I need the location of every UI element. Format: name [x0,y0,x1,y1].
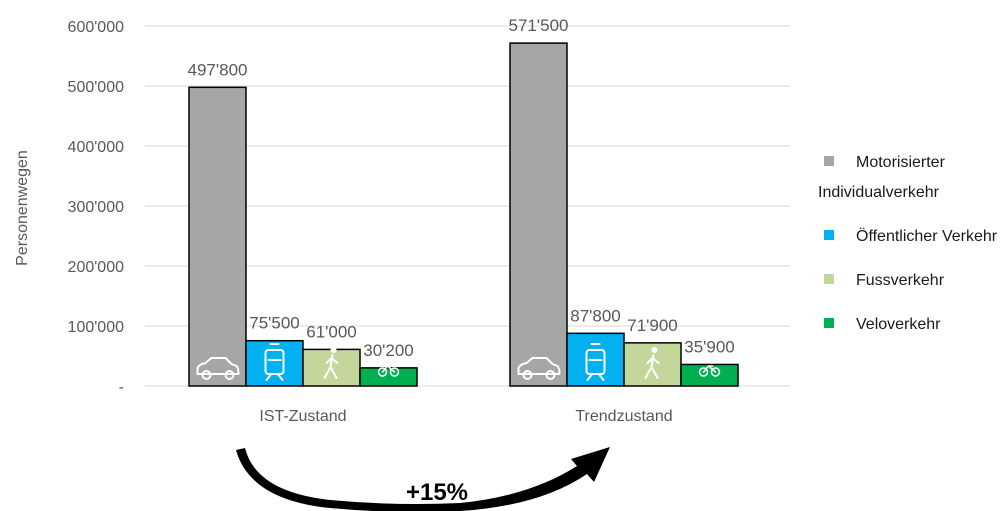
data-label: 571'500 [509,16,569,35]
y-tick-label: 400'000 [68,139,125,156]
y-tick-label: 100'000 [68,319,125,336]
y-tick-label: 300'000 [68,199,125,216]
growth-label: +15% [406,479,468,506]
data-label: 61'000 [306,322,357,341]
growth-annotation: +15% [236,447,610,511]
legend-item: Öffentlicher Verkehr [818,222,1003,252]
y-tick-label: - [119,379,124,396]
legend-swatch [824,156,834,166]
bar [359,367,418,387]
data-label: 497'800 [188,60,248,79]
legend-label: Veloverkehr [856,316,941,333]
curved-arrow-icon [236,447,610,511]
car-icon [196,357,240,380]
legend-label: Motorisierter Individualverkehr [818,154,945,201]
data-label: 35'900 [684,337,735,356]
tram-icon [585,343,606,381]
legend-label: Fussverkehr [856,272,945,289]
legend: Motorisierter Individualverkehr Öffentlic… [818,148,1003,354]
pedestrian-icon [323,347,339,379]
y-axis-ticks: - 100'000 200'000 300'000 400'000 500'000 600'… [68,19,125,396]
x-category-label: IST-Zustand [259,408,346,425]
y-axis-label: Personenwegen [14,150,31,266]
y-tick-label: 500'000 [68,79,125,96]
x-category-label: Trendzustand [575,408,672,425]
bar [188,86,247,387]
y-tick-label: 600'000 [68,19,125,36]
pedestrian-icon [644,347,660,379]
tram-icon [264,343,285,381]
bar [509,42,568,387]
x-axis-categories: IST-Zustand Trendzustand [259,408,672,425]
bar [680,363,739,387]
legend-item: Motorisierter Individualverkehr [818,148,1003,208]
bicycle-icon [377,362,400,377]
grid-lines [145,25,790,387]
car-icon [517,357,561,380]
legend-swatch [824,230,834,240]
legend-item: Fussverkehr [818,266,1003,296]
legend-swatch [824,318,834,328]
legend-item: Veloverkehr [818,310,1003,340]
bars: 497'800 75'500 61'000 30'200 571'500 87'800 71… [188,16,739,387]
bicycle-icon [698,362,721,377]
data-label: 75'500 [249,314,300,333]
bar [245,339,304,387]
legend-swatch [824,274,834,284]
legend-label: Öffentlicher Verkehr [856,228,998,245]
data-label: 71'900 [627,316,678,335]
data-label: 87'800 [570,306,621,325]
data-label: 30'200 [363,341,414,360]
y-tick-label: 200'000 [68,259,125,276]
